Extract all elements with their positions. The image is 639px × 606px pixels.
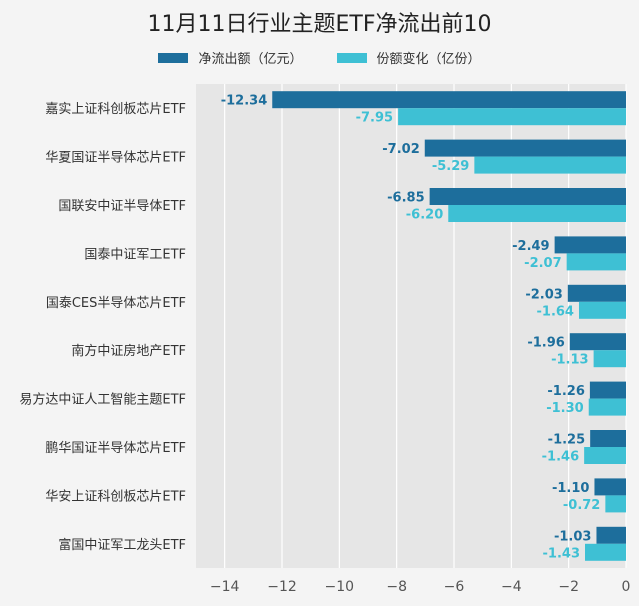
x-tick-label: −6: [444, 579, 465, 595]
data-label-net-outflow: -1.10: [552, 481, 589, 496]
bar-net-outflow: [429, 188, 626, 205]
bar-share-change: [474, 156, 626, 174]
data-label-share-change: -5.29: [432, 159, 469, 174]
x-tick-label: −8: [386, 579, 407, 595]
bar-net-outflow: [589, 381, 626, 399]
data-label-net-outflow: -1.96: [527, 336, 564, 351]
x-tick-label: −4: [501, 579, 522, 595]
data-label-net-outflow: -12.34: [221, 94, 268, 109]
bar-share-change: [588, 398, 626, 416]
category-label: 易方达中证人工智能主题ETF: [19, 392, 186, 408]
bar-share-change: [578, 301, 626, 319]
bar-net-outflow: [590, 430, 626, 447]
data-label-net-outflow: -7.02: [382, 142, 419, 157]
bar-share-change: [605, 495, 626, 513]
legend-swatch-share-change: [336, 52, 367, 63]
legend: 净流出额（亿元） 份额变化（亿份）: [0, 48, 639, 67]
bar-share-change: [585, 543, 626, 561]
data-label-share-change: -1.46: [542, 450, 579, 465]
bar-net-outflow: [554, 236, 626, 254]
category-label: 国泰中证军工ETF: [84, 247, 186, 262]
bar-share-change: [448, 205, 626, 222]
x-tick-label: −12: [267, 579, 297, 595]
category-label: 鹏华国证半导体芯片ETF: [45, 441, 186, 456]
data-label-net-outflow: -1.03: [554, 529, 591, 544]
bar-net-outflow: [596, 526, 626, 544]
data-label-net-outflow: -1.25: [548, 433, 585, 448]
data-label-share-change: -2.07: [524, 256, 561, 271]
data-label-share-change: -1.43: [543, 546, 580, 561]
legend-item-net-outflow: 净流出额（亿元）: [158, 48, 303, 67]
chart-title: 11月11日行业主题ETF净流出前10: [147, 12, 492, 37]
category-label: 华夏国证半导体芯片ETF: [45, 151, 186, 166]
data-label-share-change: -6.20: [406, 208, 443, 223]
data-label-share-change: -0.72: [563, 498, 600, 513]
bar-share-change: [566, 253, 626, 271]
data-label-share-change: -7.95: [356, 111, 393, 126]
x-tick-label: −2: [558, 579, 579, 595]
data-label-share-change: -1.13: [551, 353, 588, 368]
data-label-net-outflow: -2.49: [512, 239, 549, 254]
bar-net-outflow: [272, 91, 626, 109]
data-label-net-outflow: -2.03: [525, 287, 562, 302]
category-label: 富国中证军工龙头ETF: [58, 537, 186, 553]
data-label-net-outflow: -6.85: [387, 191, 424, 206]
data-label-net-outflow: -1.26: [547, 384, 584, 399]
legend-label-net-outflow: 净流出额（亿元）: [198, 52, 303, 67]
x-tick-label: −10: [325, 579, 355, 595]
bar-share-change: [593, 350, 626, 368]
data-label-share-change: -1.64: [537, 304, 574, 319]
data-label-share-change: -1.30: [546, 401, 583, 416]
category-label: 嘉实上证科创板芯片ETF: [45, 102, 186, 117]
bar-net-outflow: [594, 478, 626, 496]
category-label: 国泰CES半导体芯片ETF: [46, 296, 186, 311]
legend-swatch-net-outflow: [158, 52, 189, 63]
x-tick-label: 0: [622, 579, 631, 595]
x-tick-label: −14: [210, 579, 240, 595]
category-label: 华安上证科创板芯片ETF: [45, 489, 186, 504]
bar-share-change: [398, 108, 626, 126]
category-label: 南方中证房地产ETF: [71, 343, 186, 359]
bar-net-outflow: [424, 139, 626, 157]
legend-item-share-change: 份额变化（亿份）: [336, 48, 481, 67]
legend-label-share-change: 份额变化（亿份）: [376, 52, 481, 67]
bar-net-outflow: [569, 333, 626, 351]
bar-share-change: [584, 447, 626, 464]
bar-net-outflow: [567, 284, 626, 302]
category-label: 国联安中证半导体ETF: [58, 199, 186, 214]
